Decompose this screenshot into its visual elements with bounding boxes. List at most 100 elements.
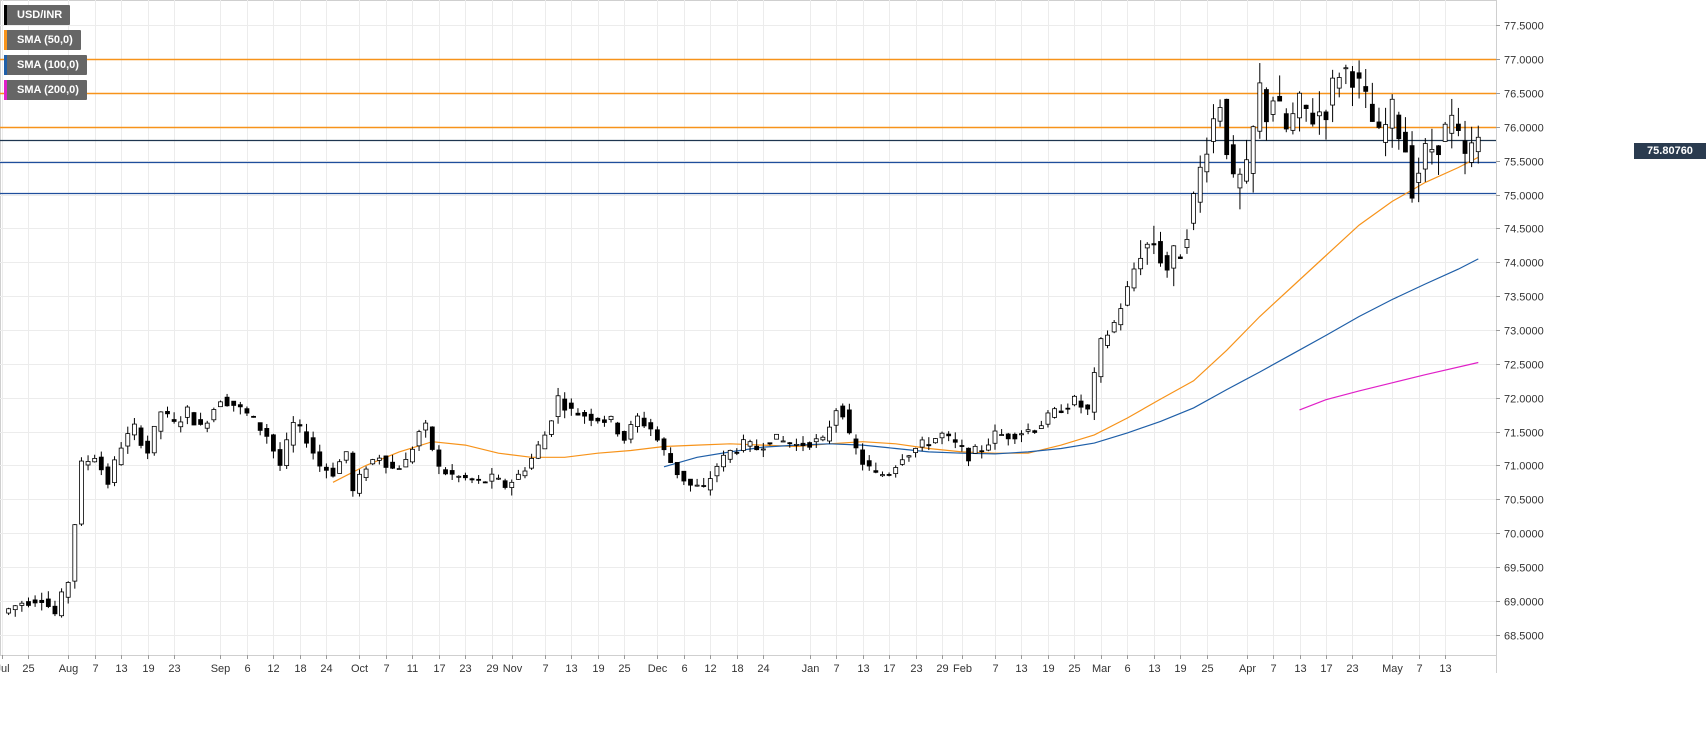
candle-body: [959, 445, 965, 447]
candle-body: [1065, 407, 1071, 410]
candle-body: [1456, 123, 1461, 131]
candle-body: [906, 455, 912, 458]
candle-body: [204, 422, 210, 429]
x-tick-label: 25: [1068, 663, 1080, 675]
x-tick-label: 25: [22, 663, 34, 675]
candle-body: [462, 474, 468, 479]
x-tick-label: 23: [459, 663, 471, 675]
candle-body: [1409, 145, 1415, 199]
x-tick-label: 29: [936, 663, 948, 675]
candle-body: [1230, 144, 1236, 175]
candle-body: [595, 417, 601, 422]
x-tick-label: 19: [592, 663, 604, 675]
x-tick-label: 13: [115, 663, 127, 675]
candle-body: [184, 406, 190, 418]
candle-body: [1224, 98, 1230, 156]
candle-body: [410, 448, 415, 463]
candle-body: [1330, 77, 1336, 106]
candle-body: [1197, 166, 1203, 203]
x-tick-label: 7: [992, 663, 998, 675]
candle-body: [1005, 433, 1011, 440]
y-tick-label: 69.5000: [1504, 563, 1544, 575]
candle-body: [1171, 245, 1177, 269]
y-tick-label: 77.0000: [1504, 55, 1544, 67]
x-tick-label: Dec: [648, 663, 668, 675]
candle-body: [218, 401, 223, 408]
legend-swatch: [4, 80, 7, 100]
candle-body: [357, 473, 362, 494]
candle-body: [165, 411, 170, 415]
candle-body: [237, 404, 243, 408]
candle-body: [1343, 67, 1349, 70]
candle-body: [1442, 123, 1448, 142]
candle-body: [151, 425, 157, 454]
candle-body: [674, 462, 680, 476]
x-tick-label: 13: [1294, 663, 1306, 675]
candle-body: [59, 591, 64, 617]
candle-body: [317, 451, 323, 467]
legend-swatch: [4, 5, 7, 25]
candle-body: [952, 439, 958, 443]
candle-body: [449, 470, 455, 475]
x-tick-label: Nov: [503, 663, 523, 675]
candle-body: [794, 443, 799, 446]
candle-body: [582, 412, 587, 417]
x-tick-label: 13: [1148, 663, 1160, 675]
x-tick-label: Oct: [351, 663, 368, 675]
y-tick-label: 73.0000: [1504, 326, 1544, 338]
candle-body: [145, 440, 151, 454]
x-tick-label: Sep: [211, 663, 231, 675]
x-tick-label: 29: [486, 663, 498, 675]
candle-body: [1376, 121, 1382, 128]
candle-body: [1303, 104, 1309, 109]
candle-body: [1297, 92, 1302, 119]
y-tick-label: 71.5000: [1504, 428, 1544, 440]
candle-body: [131, 423, 137, 436]
candle-body: [476, 478, 482, 481]
x-tick-label: 7: [92, 663, 98, 675]
y-tick-label: 76.0000: [1504, 123, 1544, 135]
candle-body: [668, 453, 674, 463]
candle-body: [621, 431, 627, 441]
candle-body: [19, 602, 25, 606]
legend-item-sma100[interactable]: SMA (100,0): [4, 55, 87, 75]
candle-body: [297, 424, 303, 427]
x-tick-label: 7: [1416, 663, 1422, 675]
candle-body: [1032, 430, 1038, 433]
candle-body: [178, 421, 184, 428]
legend-item-sma50[interactable]: SMA (50,0): [4, 30, 81, 50]
candle-body: [608, 415, 614, 420]
x-tick-label: 25: [1201, 663, 1213, 675]
support-resistance-lines: [0, 58, 1496, 195]
candle-body: [469, 478, 475, 481]
x-tick-label: 13: [565, 663, 577, 675]
candle-body: [860, 449, 865, 465]
candle-body: [562, 398, 568, 411]
candle-body: [1038, 425, 1044, 429]
candle-body: [376, 457, 382, 461]
candle-body: [271, 434, 276, 452]
x-tick-label: 6: [1124, 663, 1130, 675]
candle-body: [992, 430, 998, 444]
candle-body: [1244, 159, 1249, 182]
candle-body: [1058, 410, 1064, 414]
candle-body: [350, 452, 356, 492]
candle-body: [211, 409, 217, 421]
legend-item-sma200[interactable]: SMA (200,0): [4, 80, 87, 100]
candle-body: [1151, 243, 1157, 246]
candle-body: [284, 439, 290, 466]
x-tick-label: Mar: [1092, 663, 1111, 675]
candle-body: [641, 417, 647, 427]
x-tick-label: 18: [731, 663, 743, 675]
candle-body: [191, 412, 197, 426]
candle-body: [436, 449, 442, 467]
legend-item-usdinr[interactable]: USD/INR: [4, 5, 71, 25]
x-tick-label: Jul: [0, 663, 10, 675]
y-tick-label: 73.5000: [1504, 292, 1544, 304]
y-tick-label: 70.0000: [1504, 529, 1544, 541]
candle-body: [694, 484, 700, 487]
candle-body: [648, 422, 654, 430]
y-tick-label: 74.5000: [1504, 224, 1544, 236]
candle-body: [370, 459, 376, 465]
candle-body: [1211, 118, 1216, 142]
